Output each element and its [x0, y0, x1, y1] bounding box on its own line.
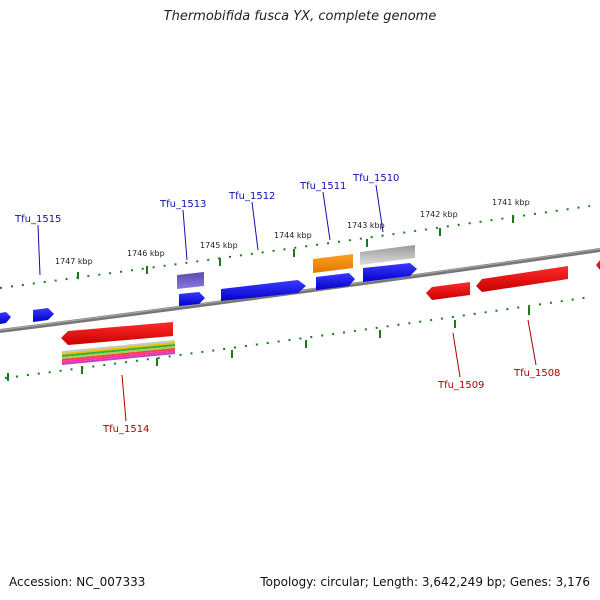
gene-tfu-1512[interactable] — [221, 280, 306, 301]
accession-text: Accession: NC_007333 — [9, 575, 146, 589]
scale-label-1747: 1747 kbp — [55, 257, 93, 266]
gene-tfu-1514[interactable] — [61, 322, 173, 345]
lower-major-ticks — [7, 307, 530, 381]
feature-purple[interactable] — [177, 272, 204, 289]
genome-summary-text: Topology: circular; Length: 3,642,249 bp… — [260, 575, 590, 589]
label-tfu-1509[interactable]: Tfu_1509 — [437, 380, 484, 391]
label-tfu-1512[interactable]: Tfu_1512 — [228, 191, 275, 202]
feature-orange[interactable] — [313, 254, 353, 273]
label-tfu-1514[interactable]: Tfu_1514 — [102, 424, 149, 435]
genome-backbone — [0, 248, 600, 333]
gene-tfu-1509[interactable] — [426, 282, 470, 300]
gene-reverse-edge-right[interactable] — [596, 260, 600, 270]
label-tfu-1515[interactable]: Tfu_1515 — [14, 214, 61, 225]
upper-major-ticks — [77, 215, 514, 279]
gene-tfu-1515[interactable] — [33, 308, 54, 322]
scale-label-1743: 1743 kbp — [347, 221, 385, 230]
label-tfu-1513[interactable]: Tfu_1513 — [159, 199, 206, 210]
scale-label-1745: 1745 kbp — [200, 241, 238, 250]
scale-label-1741: 1741 kbp — [492, 198, 530, 207]
gene-forward-edge-left[interactable] — [0, 312, 11, 324]
gene-tfu-1508[interactable] — [476, 266, 568, 292]
gene-tfu-1513[interactable] — [179, 292, 205, 306]
gene-tfu-1510[interactable] — [363, 263, 417, 282]
feature-grey[interactable] — [360, 245, 415, 265]
scale-label-1742: 1742 kbp — [420, 210, 458, 219]
scale-label-1744: 1744 kbp — [274, 231, 312, 240]
label-tfu-1508[interactable]: Tfu_1508 — [513, 368, 560, 379]
label-tfu-1511[interactable]: Tfu_1511 — [299, 181, 346, 192]
label-tfu-1510[interactable]: Tfu_1510 — [352, 173, 399, 184]
reverse-leader-lines — [121, 319, 537, 422]
gene-tfu-1511[interactable] — [316, 273, 355, 290]
feature-stripes — [62, 340, 175, 365]
scale-label-1746: 1746 kbp — [127, 249, 165, 258]
scale-track-upper — [0, 205, 591, 289]
genome-title: Thermobifida fusca YX, complete genome — [163, 9, 437, 24]
forward-leader-lines — [37, 184, 384, 276]
